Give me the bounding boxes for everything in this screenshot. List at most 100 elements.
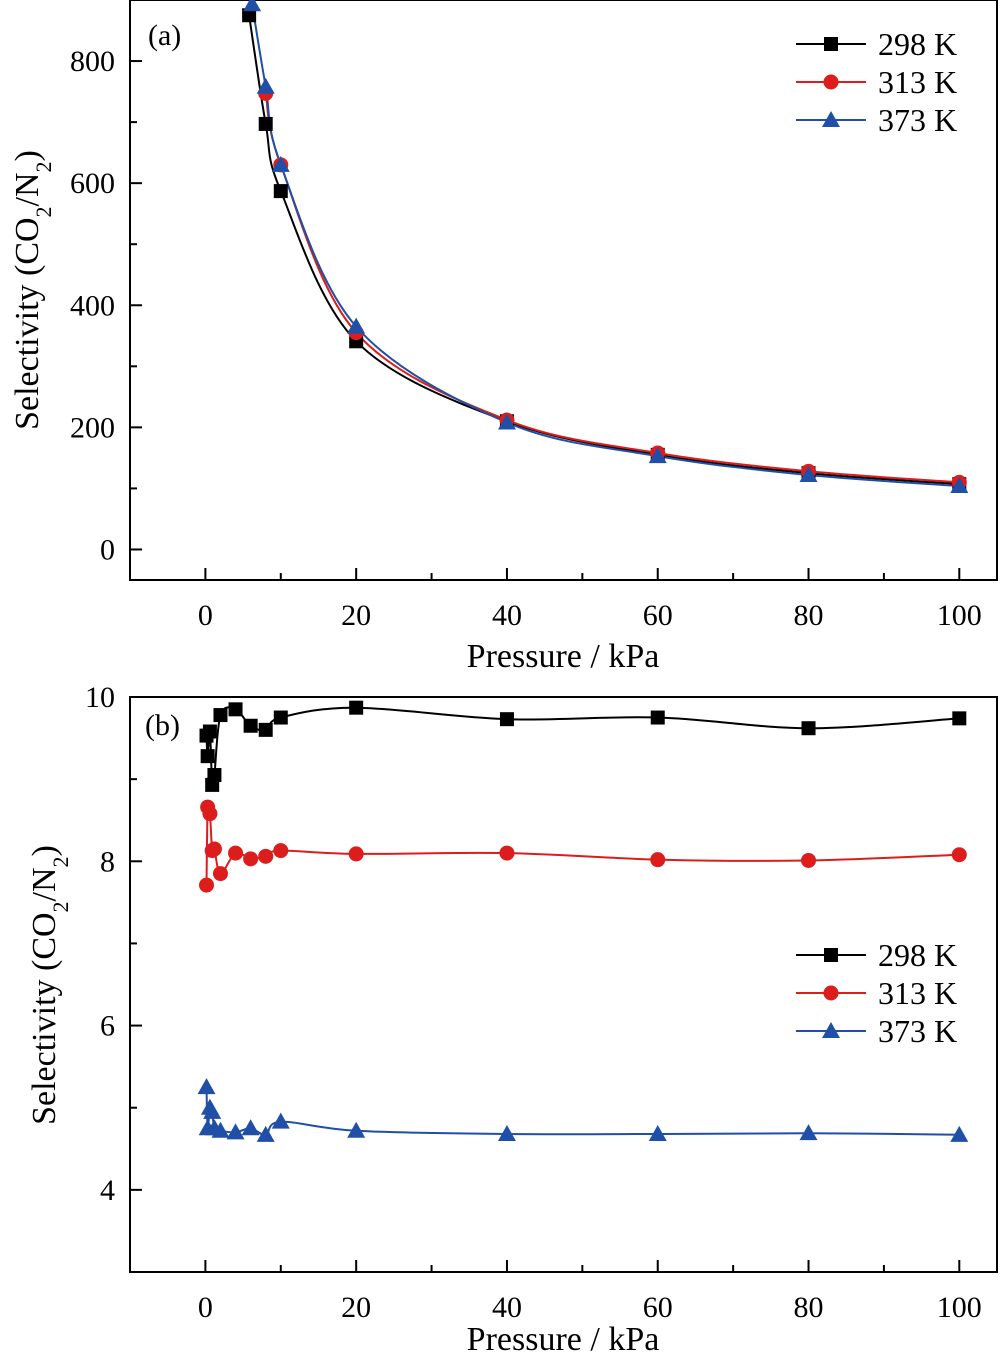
y-tick-label: 600 (70, 167, 115, 200)
panel-b: 0 20 40 60 80 100 4 6 8 10 (b) Pressure / kPa Sel… (26, 681, 998, 1355)
x-axis-title: Pressure / kPa (467, 1321, 660, 1355)
plot-frame (129, 0, 998, 581)
curve-group (205, 706, 960, 1136)
y-tick-label: 400 (70, 289, 115, 322)
data-point (950, 1125, 969, 1142)
data-point (200, 749, 215, 764)
series-line (205, 801, 960, 886)
x-tick-label: 80 (794, 599, 824, 632)
data-point (650, 710, 665, 725)
data-point (349, 700, 364, 715)
panel-label: (b) (145, 709, 180, 742)
data-point (228, 702, 243, 717)
y-tick-label: 4 (100, 1174, 115, 1207)
panel-label: (a) (148, 19, 181, 52)
y-title-part: /N (26, 867, 63, 901)
legend-marker (823, 74, 839, 90)
y-title-part: ) (26, 845, 63, 856)
x-tick-label: 80 (794, 1291, 824, 1324)
legend-marker (824, 37, 838, 51)
data-point (497, 1125, 516, 1141)
y-tick-label: 200 (70, 411, 115, 444)
x-axis-title: Pressure / kPa (467, 638, 660, 675)
data-point (951, 847, 967, 863)
data-point (499, 712, 514, 727)
data-point (241, 1119, 260, 1136)
legend-label: 373 K (878, 1013, 957, 1049)
y-tick-label: 8 (100, 845, 115, 878)
data-point (207, 768, 222, 783)
data-point (243, 718, 258, 733)
x-tick-label: 40 (492, 1291, 522, 1324)
marker-group (242, 0, 969, 493)
y-title-sub: 2 (48, 856, 73, 867)
y-title-sub: 2 (31, 161, 56, 172)
tick-group: 0 20 40 60 80 100 4 6 8 10 (85, 681, 982, 1324)
data-point (212, 866, 228, 882)
legend-label: 313 K (878, 975, 957, 1011)
data-point (799, 1124, 818, 1141)
data-point (271, 155, 290, 172)
data-point (203, 1102, 222, 1119)
data-point (242, 8, 257, 23)
series-line (205, 1087, 960, 1136)
x-tick-label: 100 (937, 1291, 982, 1324)
series-line (248, 15, 960, 486)
data-point (273, 843, 289, 859)
legend-label: 373 K (878, 102, 957, 138)
legend-marker (823, 985, 839, 1001)
legend-marker (824, 948, 838, 962)
data-point (258, 722, 273, 737)
data-point (499, 845, 515, 861)
y-tick-label: 6 (100, 1010, 115, 1043)
data-point (226, 1123, 245, 1140)
data-point (256, 77, 275, 94)
curve-group (248, 4, 960, 487)
data-point (228, 845, 244, 861)
data-point (197, 1078, 216, 1095)
data-point (952, 711, 967, 726)
marker-group (197, 700, 969, 1142)
data-point (348, 846, 364, 862)
data-point (211, 1121, 230, 1138)
tick-group: 0 20 40 60 80 100 0 200 400 600 800 (70, 45, 982, 632)
legend-marker (822, 111, 840, 127)
legend-marker (822, 1022, 840, 1038)
y-title-part: ) (9, 150, 46, 161)
y-tick-label: 10 (85, 681, 115, 714)
data-point (199, 877, 215, 893)
x-tick-label: 100 (937, 599, 982, 632)
data-point (347, 317, 366, 334)
data-point (213, 708, 228, 723)
y-tick-label: 800 (70, 45, 115, 78)
y-title-part: /N (9, 172, 46, 206)
y-tick-label: 0 (100, 533, 115, 566)
data-point (243, 0, 262, 12)
data-point (258, 116, 273, 131)
data-point (273, 710, 288, 725)
x-tick-label: 0 (198, 1291, 213, 1324)
data-point (202, 806, 218, 822)
data-point (497, 413, 516, 430)
legend-label: 298 K (878, 26, 957, 62)
y-title-part: Selectivity (CO (26, 912, 63, 1124)
data-point (258, 848, 274, 864)
y-title-part: Selectivity (CO (9, 217, 46, 429)
data-point (256, 1125, 275, 1142)
data-point (206, 841, 222, 857)
data-point (799, 465, 818, 482)
x-tick-label: 20 (341, 599, 371, 632)
y-axis-title: Selectivity (CO2/N2) (9, 150, 56, 430)
series-line (205, 706, 960, 790)
data-point (202, 724, 217, 739)
data-point (347, 1121, 366, 1138)
x-tick-label: 0 (198, 599, 213, 632)
data-point (243, 851, 259, 867)
data-point (801, 721, 816, 736)
x-tick-label: 60 (643, 599, 673, 632)
data-point (650, 852, 666, 868)
x-tick-label: 20 (341, 1291, 371, 1324)
